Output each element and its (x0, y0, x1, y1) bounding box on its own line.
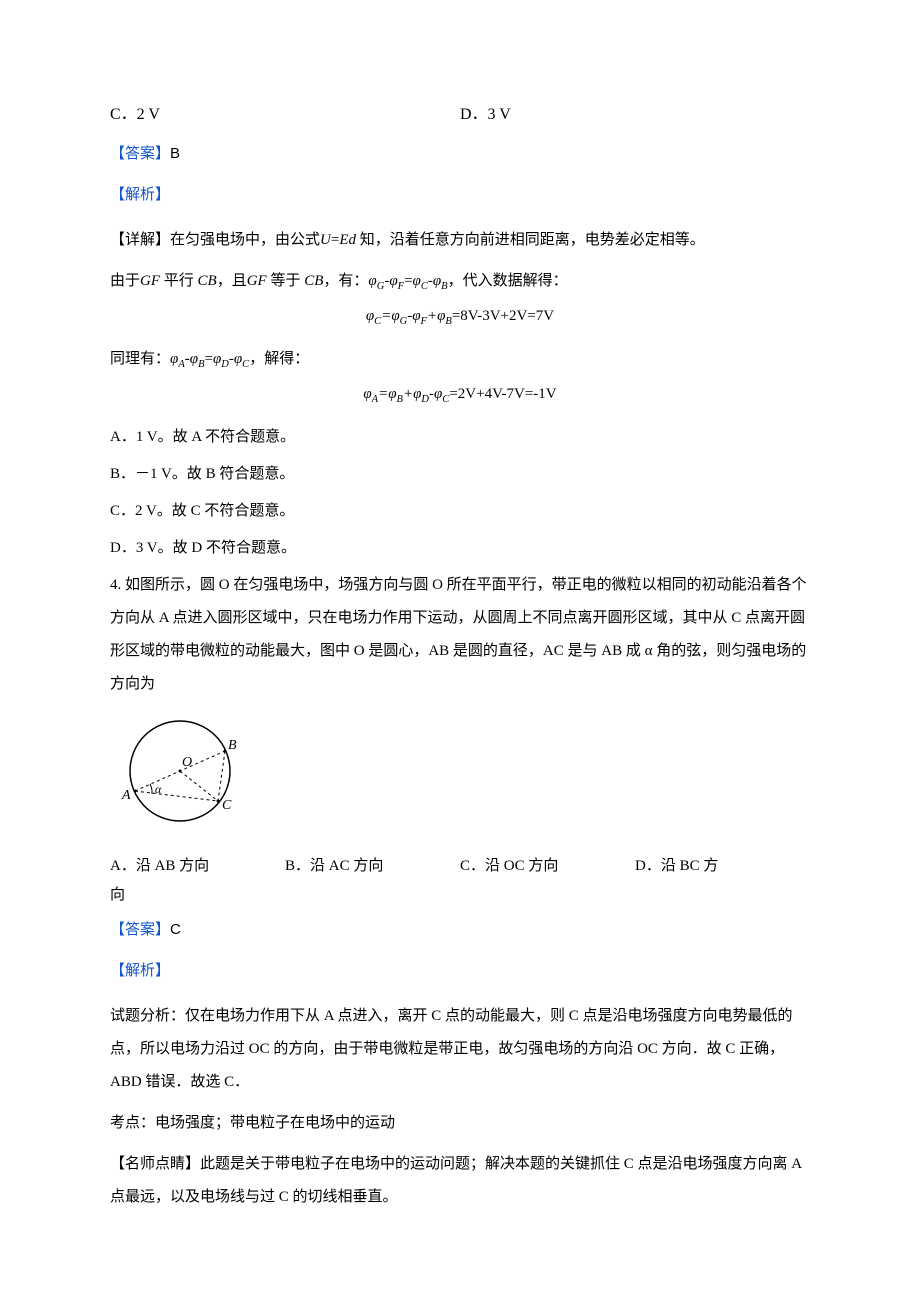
detail-line1: 【详解】在匀强电场中，由公式U=Ed 知，沿着任意方向前进相同距离，电势差必定相… (110, 224, 810, 257)
detail-line3: 同理有：φA-φB=φD-φC，解得： (110, 343, 810, 376)
analysis-label-q3: 【解析】 (110, 183, 810, 204)
tip-q4: 【名师点睛】此题是关于带电粒子在电场中的运动问题；解决本题的关键抓住 C 点是沿… (110, 1148, 810, 1214)
check-c: C．2 V。故 C 不符合题意。 (110, 495, 810, 528)
question4-number: 4. (110, 577, 121, 593)
circle-diagram: A B C O α (110, 711, 810, 836)
q4-option-d-cont: 向 (110, 883, 810, 904)
svg-text:C: C (222, 798, 232, 813)
answer-value-q4: C (170, 921, 181, 938)
check-d: D．3 V。故 D 不符合题意。 (110, 532, 810, 565)
analysis-label-q4: 【解析】 (110, 959, 810, 980)
answer-label-text-q4: 【答案】 (110, 922, 170, 938)
formula1-val: =8V-3V+2V=7V (452, 308, 554, 324)
svg-text:O: O (182, 755, 192, 770)
answer-block-q3: 【答案】B (110, 142, 810, 163)
detail-and: ，且 (217, 273, 247, 289)
svg-text:A: A (121, 788, 131, 803)
answer-label-text: 【答案】 (110, 146, 170, 162)
formula1: φC=φG-φF+φB=8V-3V+2V=7V (110, 308, 810, 327)
detail-parallel: 平行 (164, 273, 194, 289)
detail-has: ，有： (323, 273, 368, 289)
analysis-text-q4: 试题分析：仅在电场力作用下从 A 点进入，离开 C 点的动能最大，则 C 点是沿… (110, 1000, 810, 1099)
detail-intro: 【详解】在匀强电场中，由公式 (110, 232, 320, 248)
q4-option-d: D．沿 BC 方 (635, 854, 810, 875)
question4-text: 4. 如图所示，圆 O 在匀强电场中，场强方向与圆 O 所在平面平行，带正电的微… (110, 569, 810, 701)
diagram-svg: A B C O α (110, 711, 260, 831)
question4-options: A．沿 AB 方向 B．沿 AC 方向 C．沿 OC 方向 D．沿 BC 方 (110, 854, 810, 875)
check-b: B．－1 V。故 B 符合题意。 (110, 458, 810, 491)
answer-value-q3: B (170, 145, 180, 162)
q4-option-c: C．沿 OC 方向 (460, 854, 635, 875)
svg-text:α: α (155, 782, 162, 796)
formula2: φA=φB+φD-φC=2V+4V-7V=-1V (110, 386, 810, 405)
detail-line3-pre: 同理有： (110, 351, 170, 367)
detail-line2: 由于GF 平行 CB，且GF 等于 CB，有：φG-φF=φC-φB，代入数据解… (110, 265, 810, 298)
answer-block-q4: 【答案】C (110, 918, 810, 939)
detail-sub-text: ，代入数据解得： (448, 273, 568, 289)
detail-cont1: 知，沿着任意方向前进相同距离，电势差必定相等。 (360, 232, 705, 248)
option-c: C．2 V (110, 100, 460, 124)
question4-body: 如图所示，圆 O 在匀强电场中，场强方向与圆 O 所在平面平行，带正电的微粒以相… (110, 577, 807, 692)
detail-solve: ，解得： (249, 351, 309, 367)
option-d: D．3 V (460, 100, 810, 124)
q4-option-b: B．沿 AC 方向 (285, 854, 460, 875)
svg-text:B: B (228, 738, 237, 753)
question3-options-cd: C．2 V D．3 V (110, 100, 810, 124)
detail-pre2: 由于 (110, 273, 140, 289)
topic-q4: 考点：电场强度；带电粒子在电场中的运动 (110, 1107, 810, 1140)
q4-option-a: A．沿 AB 方向 (110, 854, 285, 875)
detail-eq: 等于 (270, 273, 300, 289)
formula2-val: =2V+4V-7V=-1V (449, 386, 556, 402)
check-a: A．1 V。故 A 不符合题意。 (110, 421, 810, 454)
